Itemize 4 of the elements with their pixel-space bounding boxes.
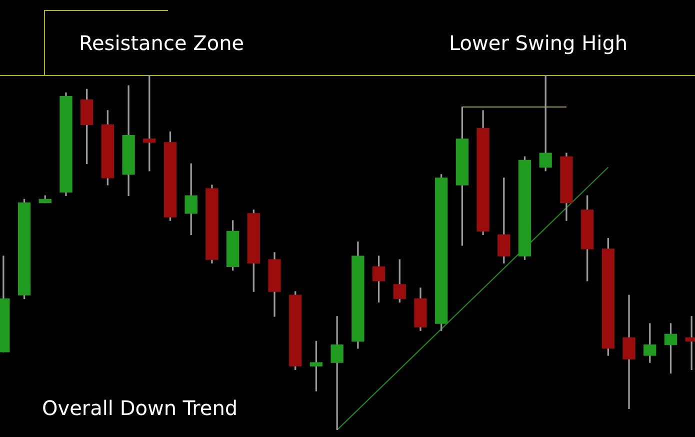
text: Lower Swing High [449,31,628,55]
candlestick [622,294,636,410]
annotation: Overall Down Trend [42,396,238,420]
text: Resistance Zone [79,31,244,55]
